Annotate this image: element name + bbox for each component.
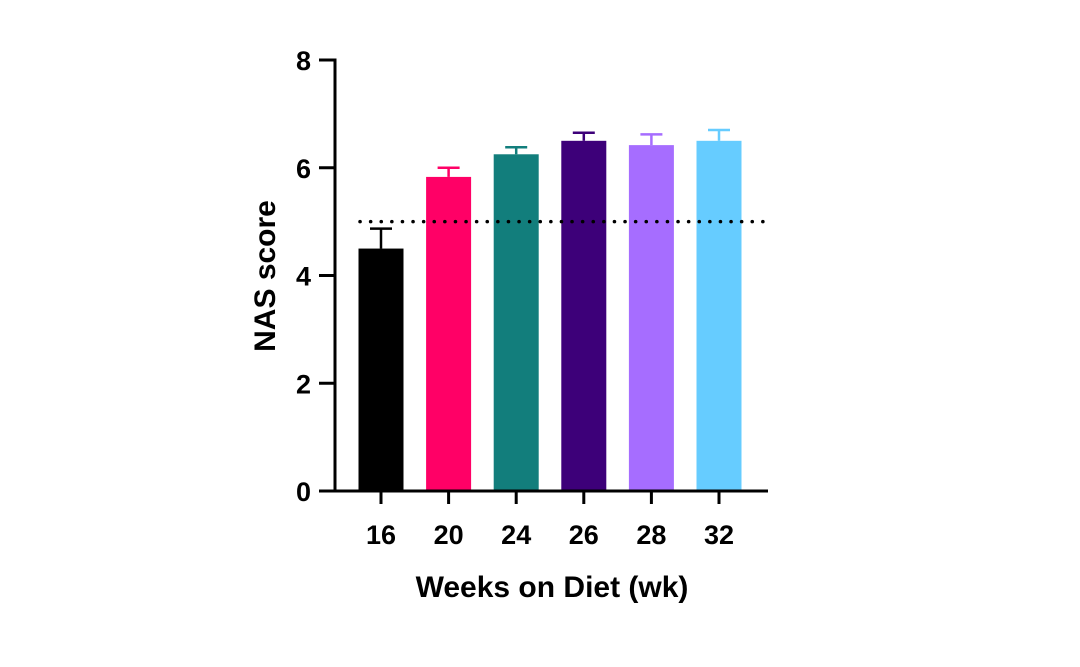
bars-layer bbox=[358, 140, 742, 491]
x-axis-title: Weeks on Diet (wk) bbox=[416, 571, 689, 604]
y-tick-label-4: 4 bbox=[296, 262, 311, 292]
bar-20 bbox=[426, 176, 472, 491]
bar-16 bbox=[358, 248, 404, 491]
y-tick-label-6: 6 bbox=[296, 154, 311, 184]
y-tick-label-2: 2 bbox=[296, 369, 311, 399]
bar-32 bbox=[696, 140, 742, 491]
x-tick-label-28: 28 bbox=[636, 520, 666, 550]
x-tick-label-16: 16 bbox=[366, 520, 396, 550]
bar-26 bbox=[561, 140, 607, 491]
y-axis-title: NAS score bbox=[249, 200, 282, 352]
bar-28 bbox=[628, 145, 674, 491]
error-bars-layer bbox=[370, 128, 730, 249]
y-tick-label-0: 0 bbox=[296, 477, 311, 507]
x-tick-label-24: 24 bbox=[501, 520, 531, 550]
y-tick-label-8: 8 bbox=[296, 46, 311, 76]
x-tick-label-32: 32 bbox=[704, 520, 734, 550]
x-tick-label-26: 26 bbox=[569, 520, 599, 550]
bar-24 bbox=[493, 154, 539, 491]
axes-layer bbox=[319, 58, 768, 504]
x-tick-label-20: 20 bbox=[434, 520, 464, 550]
